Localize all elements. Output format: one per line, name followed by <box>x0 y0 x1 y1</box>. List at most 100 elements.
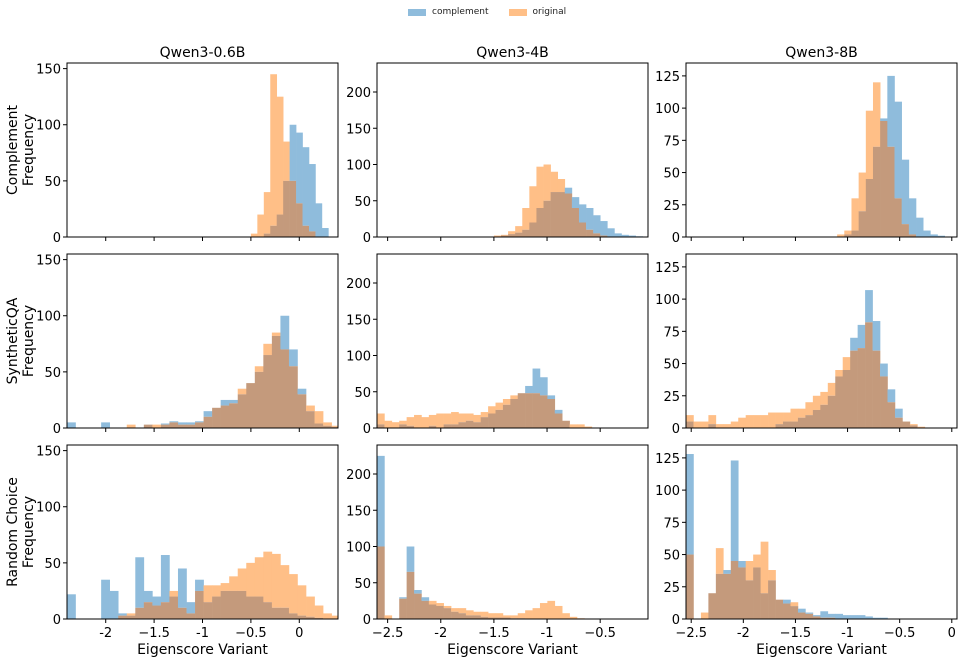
row-label: SyntheticQA <box>5 297 21 384</box>
bar-overlap-25 <box>872 350 881 428</box>
bar-complement-26 <box>288 349 298 367</box>
bar-overlap-4 <box>865 179 874 237</box>
bar-complement-17 <box>812 615 821 617</box>
bar-overlap-18 <box>510 399 519 428</box>
bar-overlap-0 <box>377 424 385 428</box>
bar-complement-20 <box>835 613 844 619</box>
y-tick-label: 200 <box>346 277 371 292</box>
bar-original-7 <box>738 417 747 428</box>
axes-frame <box>685 253 958 429</box>
axes-frame <box>376 62 649 238</box>
bar-original-2 <box>851 198 859 231</box>
bar-overlap-15 <box>488 413 496 428</box>
bar-original-5 <box>414 414 422 428</box>
bar-overlap-15 <box>600 235 608 237</box>
panel-qwen3-4b-complement: 0 50 100 150 200 Qwen3-4B <box>346 45 649 246</box>
bar-original-10 <box>152 424 162 428</box>
bar-overlap-7 <box>543 200 551 237</box>
panel-qwen3-8b-random-choice: 0 25 50 75 100 125 −2.5 -2 −1.5 -1 −0.5 0 Eigenscore… <box>655 444 958 658</box>
bar-original-25 <box>280 565 290 608</box>
bar-overlap-16 <box>203 602 213 619</box>
bar-overlap-21 <box>532 393 541 428</box>
bar-complement-15 <box>797 608 806 613</box>
bar-original-15 <box>797 408 806 418</box>
y-tick-label: 0 <box>53 613 61 628</box>
bar-complement-14 <box>593 215 601 234</box>
bar-complement-6 <box>880 118 888 121</box>
y-tick-label: 100 <box>655 293 680 308</box>
bar-original-9 <box>557 179 566 193</box>
bar-original-30 <box>323 613 332 619</box>
bar-overlap-0 <box>686 554 694 619</box>
bar-overlap-3 <box>708 424 717 428</box>
bar-overlap-29 <box>314 423 324 428</box>
bar-complement-13 <box>177 568 187 608</box>
bar-original-14 <box>790 408 799 422</box>
bar-overlap-4 <box>715 573 724 619</box>
bar-overlap-9 <box>557 192 566 237</box>
bar-original-8 <box>745 561 754 581</box>
panel-qwen3-8b-complement: 0 25 50 75 100 125 Qwen3-8B <box>655 45 958 246</box>
bar-overlap-26 <box>880 376 888 428</box>
bar-complement-19 <box>628 235 636 237</box>
bar-complement-17 <box>614 233 622 237</box>
bar-overlap-31 <box>331 426 339 428</box>
bar-original-17 <box>502 615 511 618</box>
bar-overlap-4 <box>522 229 530 237</box>
bar-overlap-19 <box>517 393 526 428</box>
bar-complement-26 <box>880 363 888 377</box>
bar-overlap-9 <box>443 424 452 428</box>
x-tick-label: −0.5 <box>884 626 916 641</box>
bar-overlap-15 <box>797 417 806 428</box>
bar-overlap-17 <box>212 596 221 619</box>
bar-overlap-2 <box>508 234 516 237</box>
bar-overlap-18 <box>820 404 829 428</box>
bar-complement-10 <box>315 203 323 237</box>
bar-overlap-3 <box>399 598 407 619</box>
bar-original-20 <box>237 568 247 591</box>
bar-original-30 <box>323 422 332 426</box>
bar-overlap-20 <box>237 394 247 428</box>
bar-original-18 <box>510 395 519 399</box>
bar-overlap-27 <box>297 615 307 619</box>
bar-overlap-11 <box>160 602 170 619</box>
y-tick-label: 100 <box>346 541 371 556</box>
bar-overlap-7 <box>296 203 303 237</box>
bar-overlap-26 <box>288 366 298 428</box>
bar-complement-16 <box>805 612 814 614</box>
x-tick-label: -2 <box>737 626 750 641</box>
x-axis-label: Eigenscore Variant <box>756 642 887 658</box>
bar-complement-9 <box>308 164 316 232</box>
bar-overlap-24 <box>554 413 563 428</box>
bar-overlap-14 <box>790 606 799 619</box>
bar-overlap-7 <box>738 567 747 619</box>
bar-complement-16 <box>203 411 213 417</box>
x-tick-label: -1 <box>841 626 854 641</box>
bar-overlap-11 <box>571 208 580 237</box>
bar-overlap-5 <box>414 593 422 619</box>
x-tick-label: -2 <box>99 626 112 641</box>
bar-complement-6 <box>289 124 297 181</box>
y-tick-label: 75 <box>663 516 680 531</box>
bar-overlap-10 <box>564 193 573 237</box>
bar-original-10 <box>451 412 459 425</box>
panel-title: Qwen3-8B <box>785 45 857 61</box>
bar-overlap-13 <box>783 603 791 619</box>
y-tick-label: 50 <box>354 577 371 592</box>
bar-overlap-17 <box>502 404 511 428</box>
y-axis-label: Frequency <box>21 305 37 377</box>
bar-overlap-21 <box>842 370 851 428</box>
bar-overlap-17 <box>502 617 511 619</box>
bar-complement-15 <box>600 221 608 236</box>
bar-overlap-16 <box>805 415 814 428</box>
bar-original-3 <box>858 172 867 212</box>
bar-complement-15 <box>195 421 204 423</box>
bar-complement-11 <box>160 555 170 603</box>
bar-original-27 <box>576 424 585 428</box>
bar-complement-12 <box>578 204 587 223</box>
bar-complement-11 <box>160 423 170 425</box>
bar-overlap-9 <box>143 424 153 428</box>
x-tick-label: 0 <box>295 626 303 641</box>
panel-qwen3-0.6b-complement: 0 50 100 150 Qwen3-0.6B Complement Frequency <box>5 45 339 246</box>
bar-original-18 <box>820 391 829 405</box>
